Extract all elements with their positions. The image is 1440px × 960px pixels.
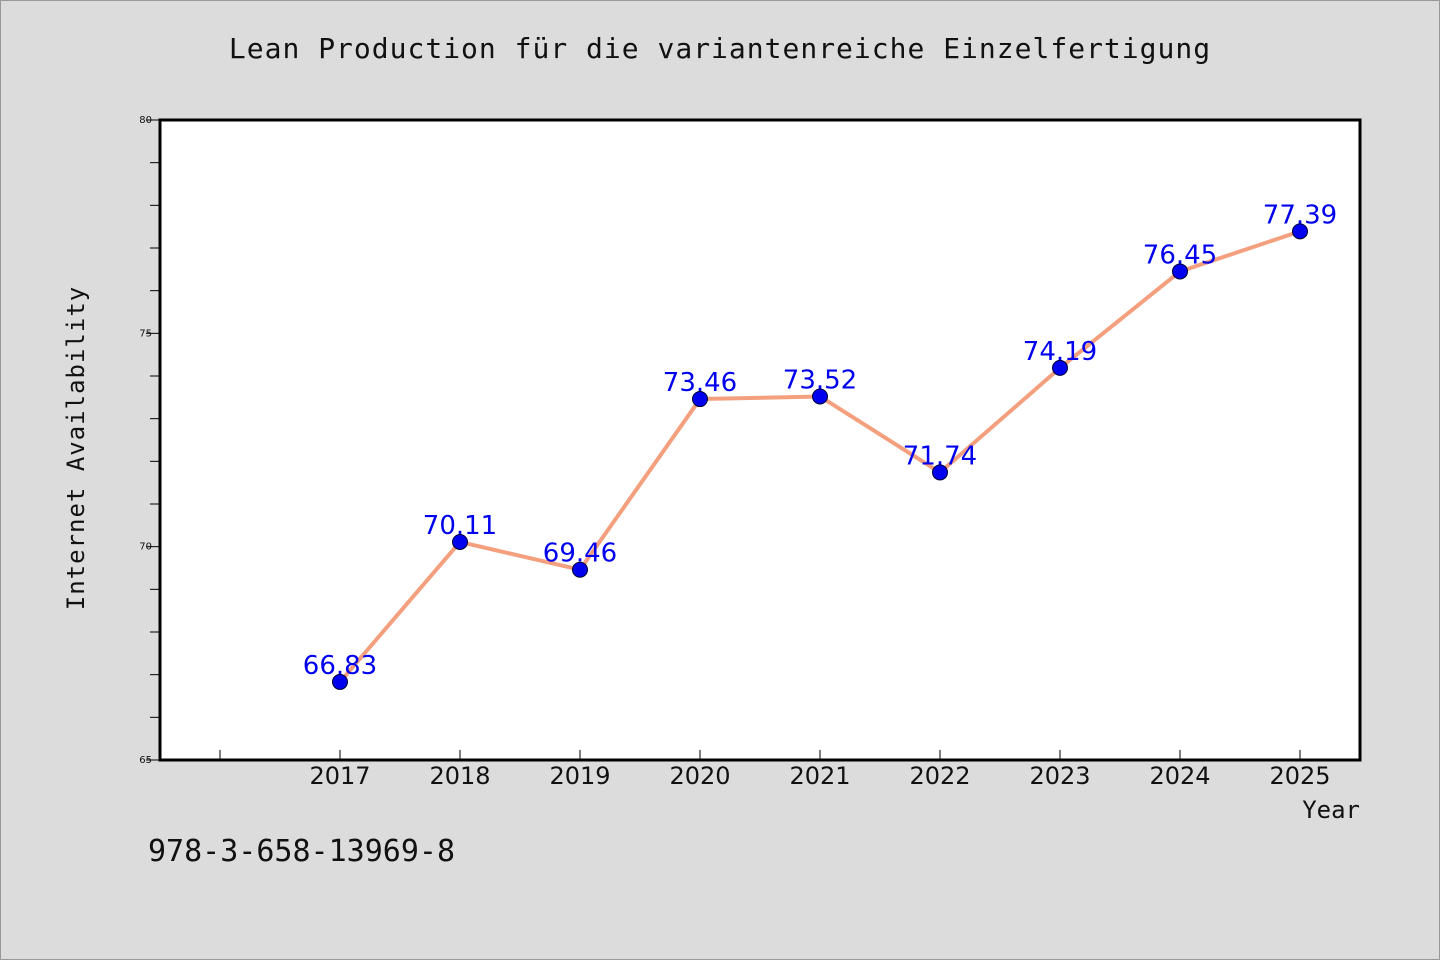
x-tick-label: 2018 <box>429 762 490 790</box>
x-axis-ticks: 2017 2018 2019 2020 2021 2022 2023 2024 2025 <box>219 750 1331 790</box>
data-label: 77.39 <box>1263 200 1337 230</box>
data-label: 70.11 <box>423 511 497 541</box>
x-tick-label: 2025 <box>1269 762 1330 790</box>
data-label: 74.19 <box>1023 337 1097 367</box>
x-tick-label: 2022 <box>909 762 970 790</box>
data-point <box>812 388 828 405</box>
data-point <box>332 673 348 690</box>
data-label: 73.46 <box>663 368 737 398</box>
data-point <box>932 464 948 481</box>
x-tick-label: 2017 <box>309 762 370 790</box>
x-tick-label: 2021 <box>789 762 850 790</box>
x-axis-label: Year <box>1302 796 1360 824</box>
x-tick-label: 2024 <box>1149 762 1210 790</box>
y-tick-label: 80 <box>139 115 152 126</box>
x-tick-label: 2023 <box>1029 762 1090 790</box>
data-labels: 66.83 70.11 69.46 73.46 73.52 71.74 74.19 76.45… <box>303 200 1337 681</box>
data-label: 66.83 <box>303 651 377 681</box>
x-tick-label: 2019 <box>549 762 610 790</box>
chart-title: Lean Production für die variantenreiche … <box>228 32 1212 65</box>
y-tick-label: 65 <box>139 755 152 766</box>
data-label: 76.45 <box>1143 240 1217 270</box>
data-points <box>332 223 1308 690</box>
data-point <box>1172 263 1188 280</box>
data-label: 69.46 <box>543 539 617 569</box>
data-point <box>692 391 708 408</box>
plot-area <box>158 118 1362 762</box>
x-tick-label: 2020 <box>669 762 730 790</box>
data-point <box>1292 223 1308 240</box>
data-label: 71.74 <box>903 441 977 471</box>
y-axis-ticks: 65 70 75 80 <box>139 115 160 766</box>
data-point <box>572 561 588 578</box>
data-label: 73.52 <box>783 365 857 395</box>
y-tick-label: 70 <box>139 542 152 553</box>
y-tick-label: 75 <box>139 328 152 339</box>
isbn-text: 978-3-658-13969-8 <box>148 834 456 869</box>
data-point <box>1052 359 1068 376</box>
data-point <box>452 533 468 550</box>
